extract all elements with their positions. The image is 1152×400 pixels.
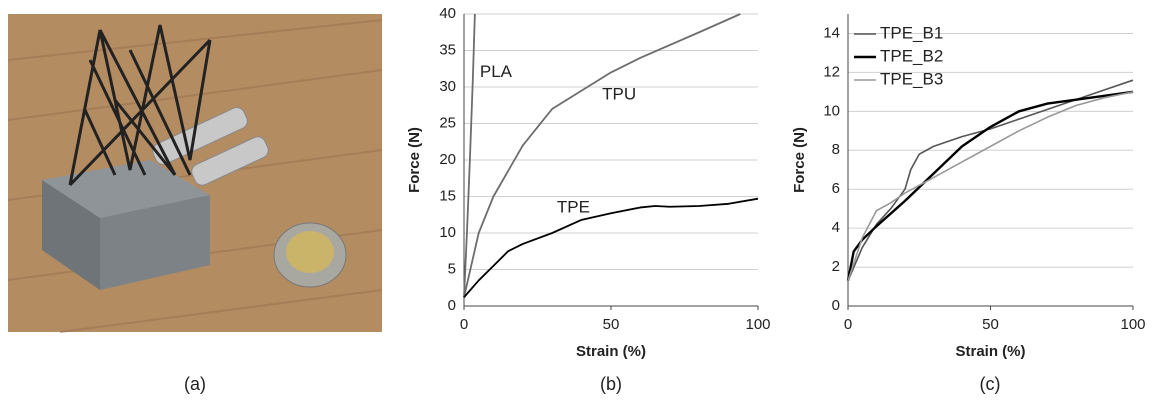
line-series [463,197,759,298]
series-label: TPU [602,85,636,104]
legend-label: TPE_B1 [880,23,943,42]
block [42,160,210,290]
x-tick-label: 100 [745,316,770,333]
y-tick-label: 5 [448,260,456,277]
y-tick-label: 6 [832,180,840,197]
y-tick-label: 10 [439,224,456,241]
y-tick-label: 8 [832,141,840,158]
x-tick-label: 50 [982,316,999,333]
x-tick-label: 50 [603,316,620,333]
caption: (b) [600,374,622,394]
y-tick-label: 30 [439,78,456,95]
y-tick-label: 10 [823,102,840,119]
caption: (c) [980,374,1001,394]
y-tick-label: 0 [448,297,456,314]
y-tick-label: 12 [823,63,840,80]
coin [273,222,347,288]
y-tick-label: 25 [439,114,456,131]
caption: (a) [184,374,206,394]
line-series [463,13,741,298]
legend-label: TPE_B3 [880,69,943,88]
y-tick-label: 0 [832,297,840,314]
y-tick-label: 4 [832,219,840,236]
line-series [847,91,1134,281]
x-tick-label: 100 [1120,316,1145,333]
lattice [68,24,212,187]
line-series [463,13,476,298]
x-tick-label: 0 [460,316,468,333]
line-series [847,79,1134,282]
series-label: TPE [557,198,590,217]
series-label: PLA [480,62,513,81]
y-tick-label: 2 [832,258,840,275]
x-axis-title: Strain (%) [955,343,1025,360]
legend-label: TPE_B2 [880,46,943,65]
y-tick-label: 15 [439,187,456,204]
y-tick-label: 35 [439,41,456,58]
x-axis-title: Strain (%) [576,343,646,360]
y-tick-label: 14 [823,24,840,41]
line-series [846,90,1134,281]
y-axis-title: Force (N) [406,127,423,193]
y-tick-label: 40 [439,5,456,22]
x-tick-label: 0 [844,316,852,333]
y-tick-label: 20 [439,151,456,168]
photo [7,14,383,333]
y-axis-title: Force (N) [791,127,808,193]
